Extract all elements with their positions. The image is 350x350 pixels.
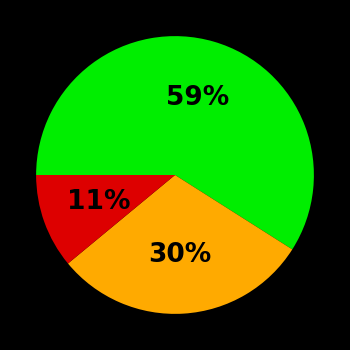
Wedge shape: [36, 175, 175, 264]
Text: 59%: 59%: [166, 85, 229, 111]
Wedge shape: [68, 175, 292, 314]
Wedge shape: [36, 36, 314, 250]
Text: 11%: 11%: [68, 189, 131, 215]
Text: 30%: 30%: [148, 243, 212, 268]
